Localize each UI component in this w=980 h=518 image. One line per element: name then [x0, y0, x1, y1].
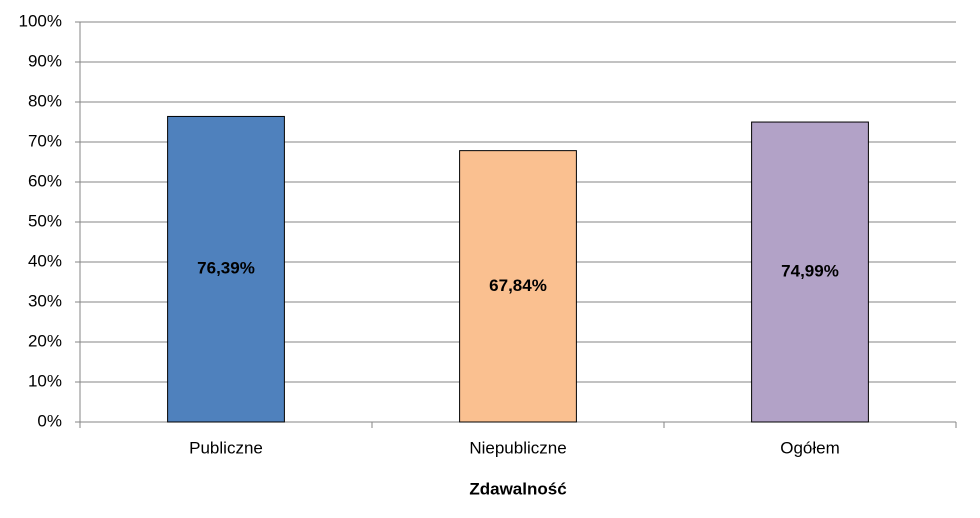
bar [751, 121, 869, 423]
x-axis-label: Zdawalność [469, 479, 566, 498]
bar [459, 150, 577, 423]
y-tick-label: 0% [37, 411, 62, 430]
x-tick-label: Publiczne [189, 438, 263, 457]
y-tick-label: 60% [28, 171, 62, 190]
y-tick-label: 50% [28, 211, 62, 230]
bar [167, 115, 285, 423]
x-tick-label: Ogółem [780, 438, 840, 457]
y-tick-label: 10% [28, 371, 62, 390]
y-tick-label: 90% [28, 51, 62, 70]
value-label: 67,84% [489, 276, 547, 295]
y-tick-label: 100% [19, 11, 62, 30]
y-tick-label: 80% [28, 91, 62, 110]
y-tick-label: 30% [28, 291, 62, 310]
value-label: 74,99% [781, 262, 839, 281]
y-tick-label: 70% [28, 131, 62, 150]
value-label: 76,39% [197, 259, 255, 278]
y-tick-label: 20% [28, 331, 62, 350]
x-tick-label: Niepubliczne [469, 438, 566, 457]
y-tick-label: 40% [28, 251, 62, 270]
